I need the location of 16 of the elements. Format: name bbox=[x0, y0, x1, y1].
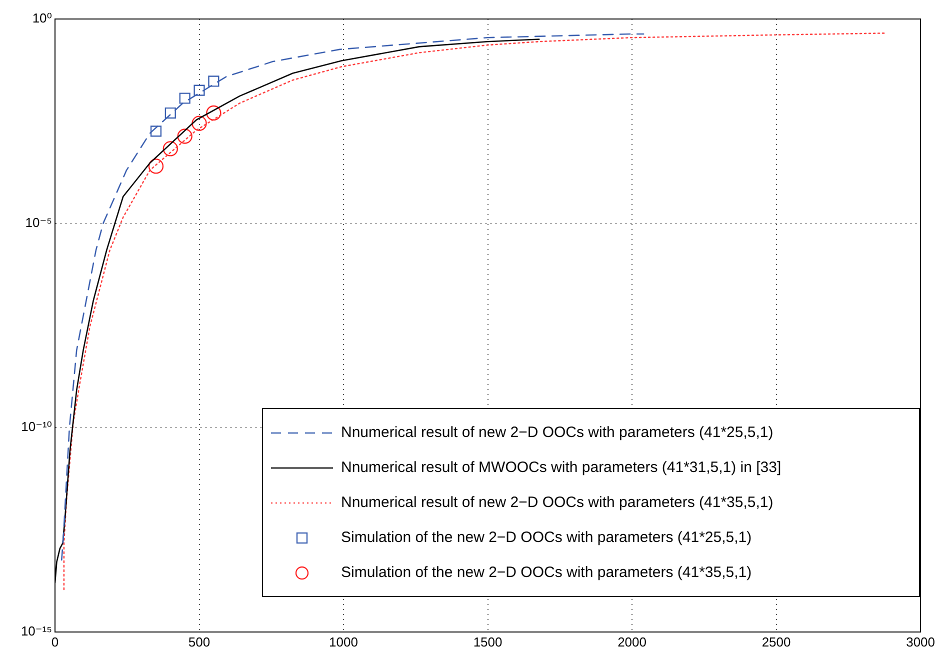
x-tick-label: 500 bbox=[188, 634, 210, 650]
y-tick-label: 10⁻¹⁰ bbox=[21, 419, 52, 434]
legend-label: Simulation of the new 2−D OOCs with parameters (41*35,5,1) bbox=[341, 564, 752, 581]
legend-label: Nnumerical result of MWOOCs with parameters (41*31,5,1) in [33] bbox=[341, 459, 782, 476]
x-tick-label: 3000 bbox=[906, 634, 935, 650]
legend-label: Nnumerical result of new 2−D OOCs with parameters (41*35,5,1) bbox=[341, 494, 774, 511]
x-tick-label: 0 bbox=[51, 634, 59, 650]
y-tick-label: 10⁰ bbox=[32, 10, 52, 26]
y-tick-label: 10⁻¹⁵ bbox=[20, 624, 52, 639]
legend-label: Simulation of the new 2−D OOCs with parameters (41*25,5,1) bbox=[341, 529, 752, 546]
legend-label: Nnumerical result of new 2−D OOCs with parameters (41*25,5,1) bbox=[341, 424, 774, 441]
y-tick-label: 10⁻⁵ bbox=[25, 214, 52, 230]
x-tick-label: 2000 bbox=[618, 634, 646, 650]
x-tick-label: 1500 bbox=[473, 634, 502, 650]
x-tick-label: 1000 bbox=[329, 634, 358, 650]
x-tick-label: 2500 bbox=[762, 634, 791, 650]
